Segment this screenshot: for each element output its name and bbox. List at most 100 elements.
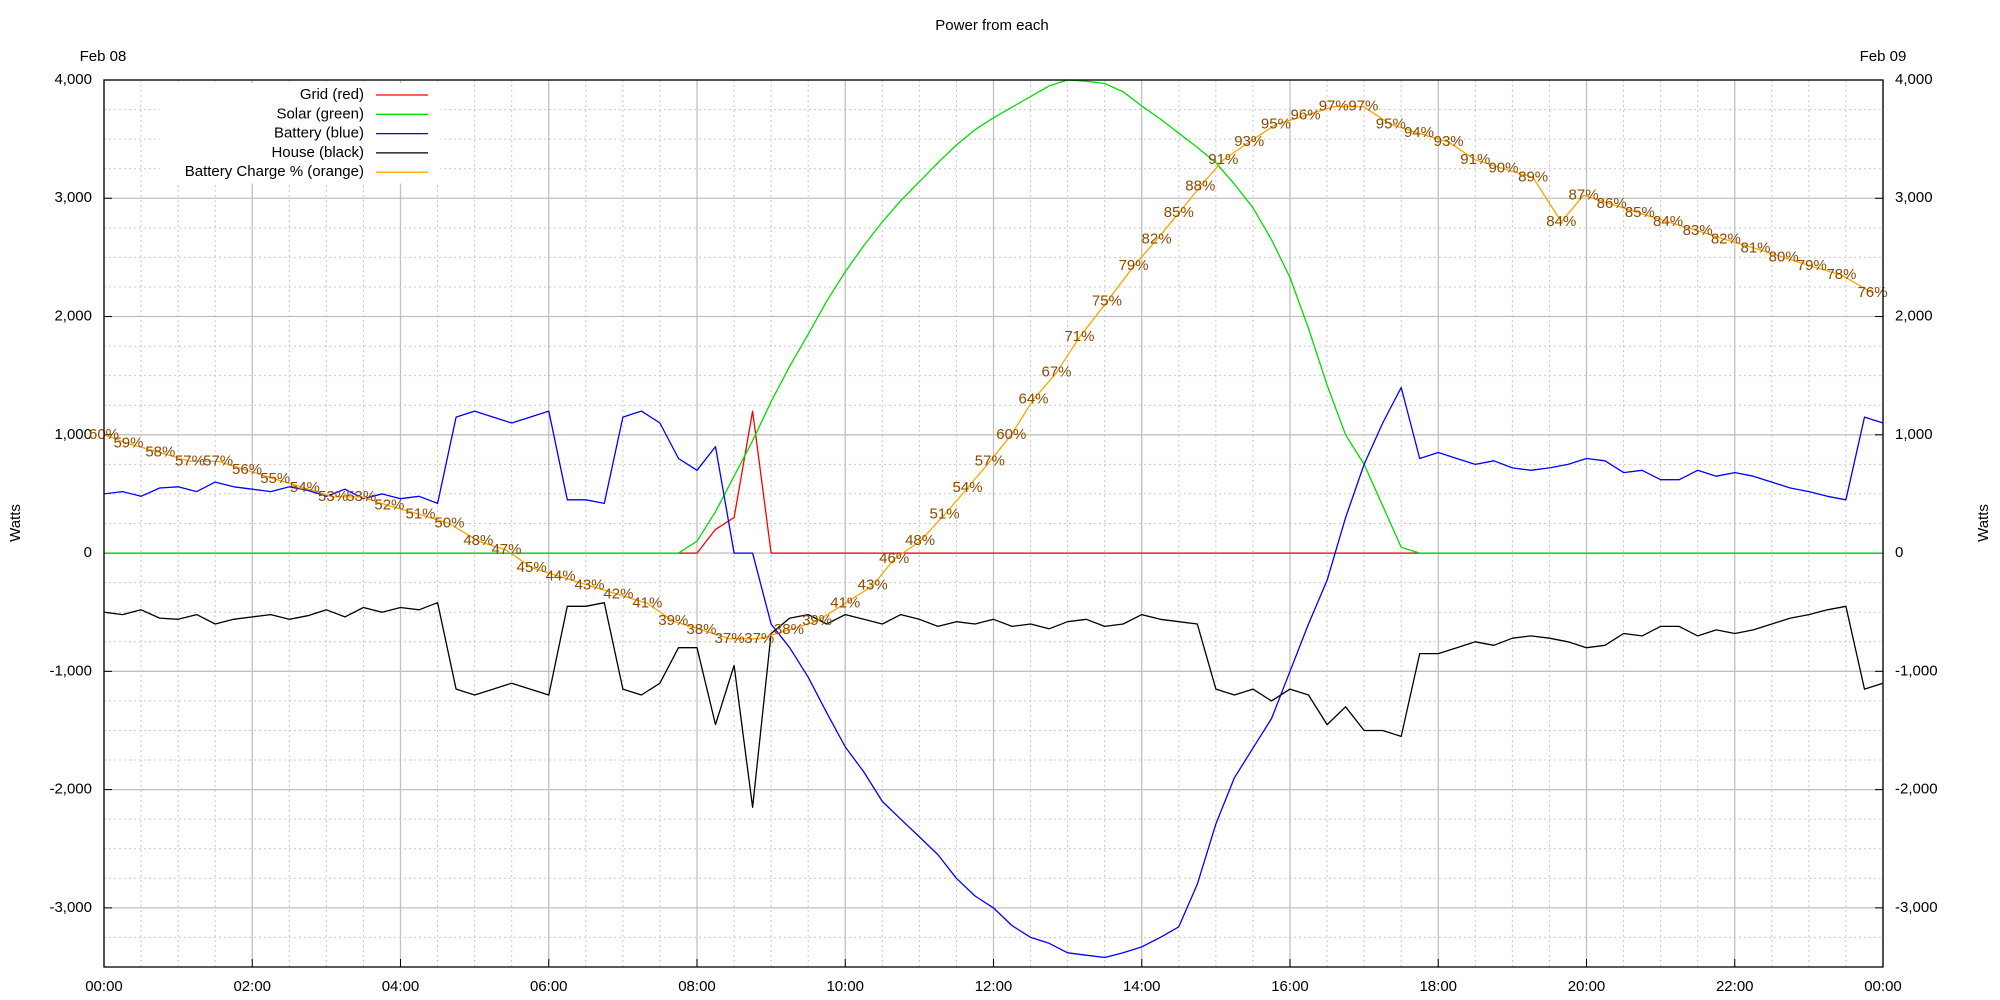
data-label: 97% bbox=[1348, 98, 1378, 115]
y2-tick-label: -3,000 bbox=[1895, 899, 1938, 916]
series-line bbox=[104, 79, 1883, 554]
data-label: 58% bbox=[145, 444, 175, 461]
legend-label: Grid (red) bbox=[300, 86, 364, 103]
data-label: 67% bbox=[1041, 364, 1071, 381]
data-label: 80% bbox=[1769, 248, 1799, 265]
y2-tick-label: -2,000 bbox=[1895, 781, 1938, 798]
data-label: 38% bbox=[686, 621, 716, 638]
x-tick-label: 00:00 bbox=[1864, 978, 1902, 995]
data-label: 78% bbox=[1826, 266, 1856, 283]
data-label: 54% bbox=[953, 479, 983, 496]
y2-tick-label: 2,000 bbox=[1895, 308, 1933, 325]
data-label: 79% bbox=[1119, 257, 1149, 274]
x-tick-label: 08:00 bbox=[678, 978, 716, 995]
legend-label: Solar (green) bbox=[276, 105, 364, 122]
data-label: 51% bbox=[930, 506, 960, 523]
data-label: 52% bbox=[374, 497, 404, 514]
data-label: 94% bbox=[1404, 124, 1434, 141]
y-tick-label: -3,000 bbox=[49, 899, 92, 916]
data-label: 90% bbox=[1488, 160, 1518, 177]
data-label: 96% bbox=[1291, 106, 1321, 123]
data-label: 91% bbox=[1208, 151, 1238, 168]
data-label: 57% bbox=[203, 452, 233, 469]
data-label: 54% bbox=[290, 479, 320, 496]
y2-axis-label: Watts bbox=[1975, 504, 1992, 542]
y-tick-label: 0 bbox=[84, 544, 92, 561]
data-label: 55% bbox=[260, 470, 290, 487]
y-axis-label: Watts bbox=[7, 504, 24, 542]
data-label: 60% bbox=[996, 426, 1026, 443]
data-label: 89% bbox=[1518, 169, 1548, 186]
data-label: 86% bbox=[1597, 195, 1627, 212]
x-tick-label: 10:00 bbox=[826, 978, 864, 995]
data-label: 53% bbox=[346, 488, 376, 505]
data-label: 95% bbox=[1376, 115, 1406, 132]
data-label: 37% bbox=[715, 630, 745, 647]
plot-frame bbox=[103, 79, 1884, 968]
legend-label: Battery Charge % (orange) bbox=[185, 163, 364, 180]
y2-tick-label: -1,000 bbox=[1895, 662, 1938, 679]
data-label: 51% bbox=[405, 506, 435, 523]
x-tick-label: 16:00 bbox=[1271, 978, 1309, 995]
y2-tick-label: 3,000 bbox=[1895, 189, 1933, 206]
y2-tick-label: 0 bbox=[1895, 544, 1903, 561]
data-label: 57% bbox=[975, 452, 1005, 469]
data-label: 39% bbox=[658, 612, 688, 629]
data-label: 45% bbox=[517, 559, 547, 576]
data-label: 41% bbox=[830, 594, 860, 611]
data-label: 46% bbox=[879, 550, 909, 567]
data-label: 48% bbox=[905, 532, 935, 549]
data-label: 82% bbox=[1711, 231, 1741, 248]
data-label: 93% bbox=[1234, 133, 1264, 150]
data-label: 87% bbox=[1569, 186, 1599, 203]
data-label: 83% bbox=[1683, 222, 1713, 239]
data-label: 93% bbox=[1434, 133, 1464, 150]
x-tick-label: 04:00 bbox=[382, 978, 420, 995]
y2-tick-label: 4,000 bbox=[1895, 71, 1933, 88]
x-tick-label: 12:00 bbox=[975, 978, 1013, 995]
data-label: 37% bbox=[744, 630, 774, 647]
series-line bbox=[103, 105, 1873, 640]
data-label: 48% bbox=[463, 532, 493, 549]
data-label: 50% bbox=[434, 514, 464, 531]
y-tick-label: 4,000 bbox=[54, 71, 92, 88]
chart-title: Power from each bbox=[935, 17, 1048, 34]
legend-label: House (black) bbox=[271, 144, 364, 161]
data-label: 95% bbox=[1261, 115, 1291, 132]
data-label: 59% bbox=[113, 435, 143, 452]
data-label: 64% bbox=[1019, 390, 1049, 407]
data-label: 85% bbox=[1625, 204, 1655, 221]
data-label: 41% bbox=[632, 594, 662, 611]
data-label: 43% bbox=[575, 577, 605, 594]
y-tick-label: 3,000 bbox=[54, 189, 92, 206]
data-label: 38% bbox=[774, 621, 804, 638]
data-label: 47% bbox=[491, 541, 521, 558]
data-label: 43% bbox=[858, 577, 888, 594]
data-label: 97% bbox=[1319, 98, 1349, 115]
y-tick-label: -1,000 bbox=[49, 662, 92, 679]
data-label: 76% bbox=[1858, 284, 1888, 301]
y-tick-label: 1,000 bbox=[54, 426, 92, 443]
data-label: 91% bbox=[1460, 151, 1490, 168]
y-tick-label: 2,000 bbox=[54, 308, 92, 325]
data-label: 79% bbox=[1797, 257, 1827, 274]
series-line bbox=[103, 386, 1884, 959]
data-label: 75% bbox=[1092, 293, 1122, 310]
date-label: Feb 08 bbox=[80, 48, 127, 65]
y-tick-label: -2,000 bbox=[49, 781, 92, 798]
data-label: 39% bbox=[802, 612, 832, 629]
series-line bbox=[103, 602, 1884, 808]
x-tick-label: 00:00 bbox=[85, 978, 123, 995]
data-label: 84% bbox=[1653, 213, 1683, 230]
data-label: 85% bbox=[1164, 204, 1194, 221]
data-label: 88% bbox=[1185, 177, 1215, 194]
x-tick-label: 02:00 bbox=[233, 978, 271, 995]
y2-tick-label: 1,000 bbox=[1895, 426, 1933, 443]
data-label: 42% bbox=[603, 585, 633, 602]
legend-label: Battery (blue) bbox=[274, 125, 364, 142]
x-tick-label: 06:00 bbox=[530, 978, 568, 995]
x-tick-label: 14:00 bbox=[1123, 978, 1161, 995]
data-label: 56% bbox=[232, 461, 262, 478]
